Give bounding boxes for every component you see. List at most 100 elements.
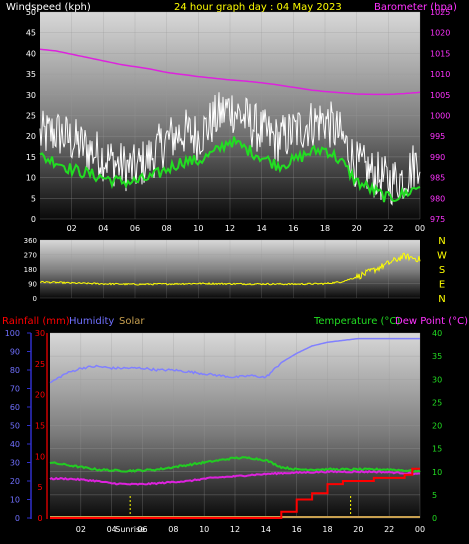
barometer-y-tick-label: 990 [430,153,445,162]
sunrise-label: Sunrise [115,525,145,534]
temp-x-tick-label: 12 [230,525,240,534]
direction-series [40,252,421,286]
wind-y-tick-label: 0 [31,215,36,224]
humidity-y-tick-label: 50 [10,422,20,431]
temp-x-tick-label: 18 [322,525,332,534]
temperature-y-tick-label: 25 [432,398,442,407]
wind-x-tick-label: 06 [130,224,140,233]
humidity-y-tick-label: 90 [10,348,20,357]
barometer-y-tick-label: 980 [430,194,445,203]
rainfall-y-tick-label: 5 [37,483,42,492]
temp-x-tick-label: 04 [107,525,117,534]
solar-label: Solar [119,316,145,327]
direction-grid [40,239,420,299]
temp-x-tick-label: 22 [384,525,394,534]
barometer-y-tick-label: 1010 [430,70,450,79]
barometer-y-tick-label: 995 [430,132,445,141]
temp-x-tick-label: 02 [76,525,86,534]
humidity-y-tick-label: 20 [10,477,20,486]
temp-x-tick-label: 10 [199,525,209,534]
wind-y-tick-label: 40 [26,49,36,58]
temperature-axis: 0 5 10 15 20 25 30 35 40 [432,329,442,523]
direction-left-axis: 0 90 180 270 360 [24,237,37,303]
temperature-y-tick-label: 10 [432,468,442,477]
wind-x-tick-label: 12 [225,224,235,233]
compass-label: S [439,265,445,276]
direction-y-tick-label: 180 [24,266,37,274]
temp-x-tick-label: 14 [261,525,271,534]
temperature-y-tick-label: 15 [432,445,442,454]
wind-series [39,48,421,206]
barometer-y-tick-label: 985 [430,174,445,183]
temperature-y-tick-label: 40 [432,329,442,338]
wind-x-tick-label: 16 [288,224,298,233]
temperature-line [49,456,421,473]
humidity-y-tick-label: 70 [10,385,20,394]
temperature-y-tick-label: 0 [432,514,437,523]
temp-panel: 0 10 20 30 40 50 60 70 80 90 100 0 5 10 15 20 25 30 0 5 10… [5,329,442,534]
barometer-y-tick-label: 1025 [430,8,450,17]
wind-y-tick-label: 50 [26,8,36,17]
wind-y-tick-label: 15 [26,153,36,162]
wind-x-tick-label: 08 [162,224,172,233]
barometer-y-tick-label: 1000 [430,112,450,121]
rainfall-axis: 0 5 10 15 20 25 30 [35,329,45,523]
direction-y-tick-label: 0 [33,295,37,303]
dewpoint-line [49,469,421,486]
compass-label: N [438,236,445,247]
rainfall-y-tick-label: 20 [35,391,45,400]
wind-x-tick-label: 20 [352,224,362,233]
rainfall-line [50,467,420,519]
barometer-y-tick-label: 1015 [430,49,450,58]
temp-x-tick-label: 00 [415,525,425,534]
temp-x-tick-label: 08 [168,525,178,534]
humidity-y-tick-label: 10 [10,496,20,505]
graph-title: 24 hour graph day : 04 May 2023 [174,2,342,13]
compass-label: N [438,294,445,305]
wind-y-tick-label: 10 [26,174,36,183]
barometer-y-tick-label: 1020 [430,29,450,38]
wind-y-tick-label: 5 [31,194,36,203]
rainfall-y-tick-label: 0 [37,514,42,523]
humidity-axis: 0 10 20 30 40 50 60 70 80 90 100 [5,329,31,523]
temperature-y-tick-label: 5 [432,491,437,500]
windspeed-gust-line [39,92,421,206]
temp-grid [50,332,421,519]
wind-x-tick-label: 10 [193,224,203,233]
rainfall-y-tick-label: 25 [35,360,45,369]
temperature-y-tick-label: 35 [432,352,442,361]
barometer-y-tick-label: 975 [430,215,445,224]
temp-x-axis: 02 04 06 08 10 12 14 16 18 20 22 00 [76,525,425,534]
direction-y-tick-label: 90 [28,281,37,289]
wind-right-axis: 975 980 985 990 995 1000 1005 1010 1015 1020 1025 [430,8,450,224]
direction-y-tick-label: 270 [24,252,37,260]
wind-x-tick-label: 22 [383,224,393,233]
humidity-y-tick-label: 0 [15,514,20,523]
wind-x-tick-label: 18 [320,224,330,233]
humidity-label: Humidity [69,316,114,327]
wind-y-tick-label: 25 [26,112,36,121]
wind-x-tick-label: 00 [415,224,425,233]
wind-x-tick-label: 14 [257,224,267,233]
temp-series [49,337,421,519]
compass-label: W [437,251,447,262]
temp-x-tick-label: 16 [292,525,302,534]
temperature-y-tick-label: 30 [432,375,442,384]
wind-y-tick-label: 35 [26,70,36,79]
rainfall-y-tick-label: 10 [35,452,45,461]
wind-grid [40,11,421,220]
compass-label: E [439,280,445,291]
barometer-line [39,48,421,96]
humidity-y-tick-label: 60 [10,403,20,412]
wind-y-tick-label: 45 [26,29,36,38]
temp-x-tick-label: 06 [137,525,147,534]
wind-x-tick-label: 02 [67,224,77,233]
rainfall-y-tick-label: 30 [35,329,45,338]
direction-y-tick-label: 360 [24,237,37,245]
wind-x-axis: 02 04 06 08 10 12 14 16 18 20 22 00 [67,224,426,233]
humidity-y-tick-label: 30 [10,459,20,468]
